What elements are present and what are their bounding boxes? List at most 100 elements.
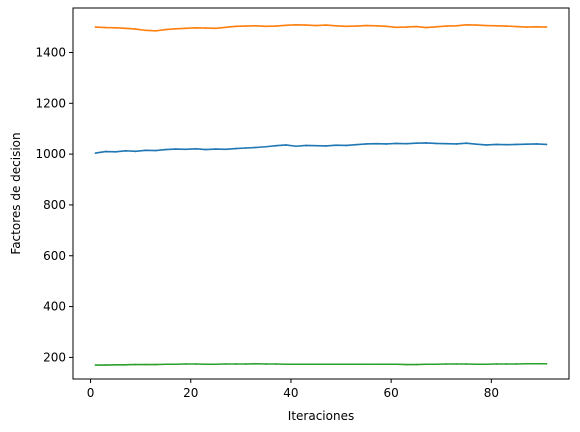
series-1-point — [174, 148, 177, 150]
series-1-point — [495, 143, 498, 146]
series-1-point — [525, 143, 528, 146]
series-3-point — [124, 363, 127, 366]
series-2-point — [124, 27, 127, 30]
series-2-point — [134, 28, 137, 30]
series-2-point — [415, 25, 418, 28]
series-2-point — [325, 24, 327, 26]
series-3 — [94, 362, 548, 366]
series-1-point — [94, 152, 97, 155]
series-2-point — [535, 25, 538, 28]
series-1-point — [104, 150, 107, 153]
series-1-point — [515, 143, 518, 146]
series-1-point — [435, 142, 438, 145]
series-2-point — [254, 24, 257, 27]
series-3-point — [395, 363, 398, 366]
series-2-point — [525, 26, 528, 28]
series-1-point — [204, 148, 207, 151]
series-3-point — [505, 363, 508, 365]
series-2-point — [505, 25, 508, 27]
series-1-point — [254, 146, 257, 149]
series-2-point — [144, 29, 147, 32]
series-3-point — [485, 363, 488, 366]
series-3-point — [465, 363, 468, 365]
series-2-point — [345, 25, 347, 28]
series-3-point — [405, 363, 408, 366]
series-1-point — [455, 143, 458, 145]
series-2 — [94, 23, 548, 32]
series-2-point — [355, 25, 357, 27]
series-3-point — [375, 363, 378, 366]
series-1-point — [425, 142, 428, 144]
series-3-point — [475, 363, 478, 366]
series-3-point — [415, 363, 418, 366]
series-2-point — [385, 25, 388, 28]
series-1-point — [264, 145, 267, 148]
y-tick-label: 1000 — [35, 147, 66, 161]
y-tick-label: 200 — [43, 350, 66, 364]
series-3-point — [134, 363, 137, 366]
series-1-point — [144, 149, 147, 152]
series-1-point — [295, 145, 297, 148]
series-1-point — [545, 143, 548, 146]
series-1-point — [305, 144, 307, 147]
series-3-point — [104, 364, 107, 366]
series-1-point — [475, 143, 478, 146]
series-3-point — [325, 363, 327, 366]
series-3-point — [455, 363, 458, 365]
series-3-point — [214, 363, 217, 366]
series-3-point — [385, 363, 388, 366]
x-tick-label: 20 — [183, 386, 198, 400]
series-1-point — [224, 148, 227, 151]
plot-frame — [72, 7, 570, 380]
series-3-point — [184, 363, 187, 365]
series-2-point — [425, 26, 428, 29]
series-1-point — [445, 142, 448, 145]
series-3-point — [425, 363, 428, 366]
series-3-point — [335, 363, 337, 366]
series-1-point — [485, 144, 488, 146]
series-2-point — [335, 24, 337, 27]
series-3-point — [204, 363, 207, 366]
x-axis: 0 20 40 60 80 — [87, 379, 499, 400]
y-axis: 200 400 600 800 1000 1200 1400 — [35, 45, 73, 364]
series-3-point — [174, 363, 177, 366]
series-2-point — [264, 25, 267, 28]
series-2-point — [214, 27, 217, 30]
series-1-point — [395, 142, 398, 145]
series-1-point — [465, 142, 468, 145]
series-2-point — [104, 26, 107, 29]
series-2-point — [435, 25, 438, 28]
series-2-point — [114, 26, 117, 29]
series-3-point — [224, 363, 227, 365]
series-2-point — [224, 26, 227, 29]
series-1-point — [315, 144, 317, 147]
series-1-point — [214, 148, 217, 150]
series-2-point — [194, 26, 197, 29]
series-3-point — [254, 362, 257, 365]
y-tick-label: 800 — [43, 198, 66, 212]
series-2-point — [405, 26, 408, 28]
series-2-point — [94, 26, 97, 28]
series-1-point — [275, 144, 277, 147]
series-3-point — [545, 362, 548, 365]
series-1-point — [114, 150, 117, 153]
series-3-point — [144, 363, 147, 366]
series-1-point — [365, 143, 367, 145]
series-1-point — [505, 143, 508, 146]
series-2-point — [375, 24, 378, 27]
series-3-point — [305, 363, 307, 366]
series-2-point — [365, 24, 367, 27]
y-tick-label: 600 — [43, 249, 66, 263]
series-2-point — [275, 25, 277, 27]
x-tick-label: 0 — [87, 386, 95, 400]
series-1-point — [164, 148, 167, 151]
series-1-point — [535, 143, 538, 145]
y-axis-label: Factores de decision — [9, 132, 23, 254]
series-1-point — [244, 147, 247, 149]
series-3-point — [264, 363, 267, 365]
series-2-point — [305, 24, 307, 26]
series-1-point — [325, 145, 327, 147]
series-1-point — [285, 144, 287, 146]
series-1-point — [234, 147, 237, 150]
